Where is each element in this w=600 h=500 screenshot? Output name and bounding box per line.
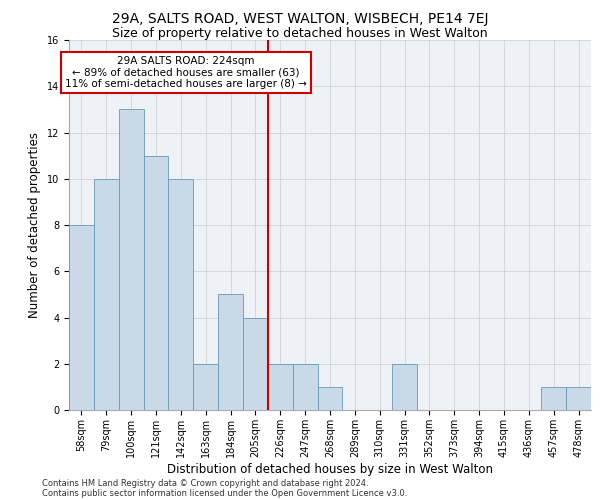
Bar xyxy=(566,387,591,410)
Bar xyxy=(119,110,143,410)
Bar xyxy=(218,294,243,410)
Text: Contains HM Land Registry data © Crown copyright and database right 2024.: Contains HM Land Registry data © Crown c… xyxy=(42,478,368,488)
Text: Contains public sector information licensed under the Open Government Licence v3: Contains public sector information licen… xyxy=(42,488,407,498)
Y-axis label: Number of detached properties: Number of detached properties xyxy=(28,132,41,318)
Text: 29A SALTS ROAD: 224sqm
← 89% of detached houses are smaller (63)
11% of semi-det: 29A SALTS ROAD: 224sqm ← 89% of detached… xyxy=(65,56,307,89)
Bar xyxy=(169,179,193,410)
Bar xyxy=(94,179,119,410)
Bar xyxy=(268,364,293,410)
Bar xyxy=(293,364,317,410)
Bar xyxy=(69,225,94,410)
Bar xyxy=(317,387,343,410)
Text: Size of property relative to detached houses in West Walton: Size of property relative to detached ho… xyxy=(112,28,488,40)
Bar xyxy=(143,156,169,410)
Bar xyxy=(243,318,268,410)
Bar xyxy=(541,387,566,410)
X-axis label: Distribution of detached houses by size in West Walton: Distribution of detached houses by size … xyxy=(167,462,493,475)
Text: 29A, SALTS ROAD, WEST WALTON, WISBECH, PE14 7EJ: 29A, SALTS ROAD, WEST WALTON, WISBECH, P… xyxy=(112,12,488,26)
Bar xyxy=(193,364,218,410)
Bar xyxy=(392,364,417,410)
